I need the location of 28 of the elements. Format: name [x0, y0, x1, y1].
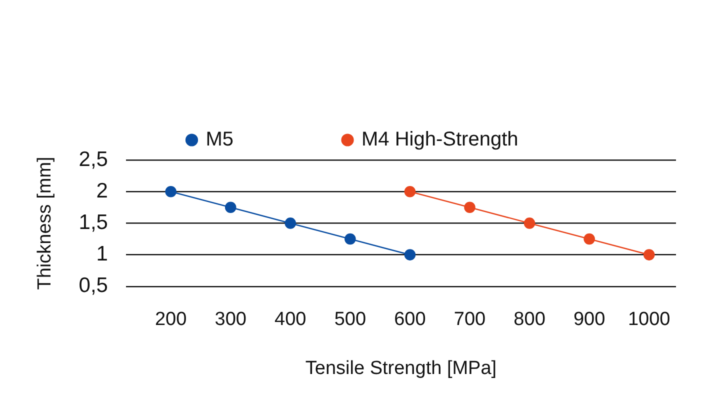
- point: [643, 249, 655, 260]
- x-tick-label: 400: [274, 309, 306, 330]
- point: [165, 186, 176, 198]
- x-tick-label: 300: [214, 309, 246, 330]
- y-tick-label: 1: [96, 242, 108, 266]
- x-tick-label: 1000: [628, 309, 670, 330]
- legend-label: M5: [206, 128, 234, 151]
- y-tick-label: 2: [96, 179, 108, 202]
- point: [344, 233, 356, 245]
- point: [224, 202, 236, 214]
- point: [284, 218, 296, 229]
- x-tick-label: 200: [154, 309, 187, 330]
- y-axis-title: Thickness [mm]: [34, 156, 56, 290]
- point: [584, 233, 595, 245]
- point: [464, 202, 476, 214]
- legend-label: M4 High-Strength: [362, 128, 518, 151]
- point: [524, 218, 536, 229]
- y-tick-label: 2,5: [78, 148, 108, 171]
- x-tick-label: 700: [454, 309, 486, 330]
- point: [404, 249, 416, 260]
- y-tick-label: 0,5: [78, 274, 108, 298]
- x-tick-label: 900: [573, 309, 606, 330]
- point: [404, 186, 416, 198]
- x-axis-title: Tensile Strength [MPa]: [305, 358, 497, 379]
- x-tick-label: 500: [334, 309, 366, 330]
- y-tick-label: 1,5: [78, 210, 108, 234]
- x-tick-label: 800: [514, 309, 546, 330]
- x-tick-label: 600: [394, 309, 426, 330]
